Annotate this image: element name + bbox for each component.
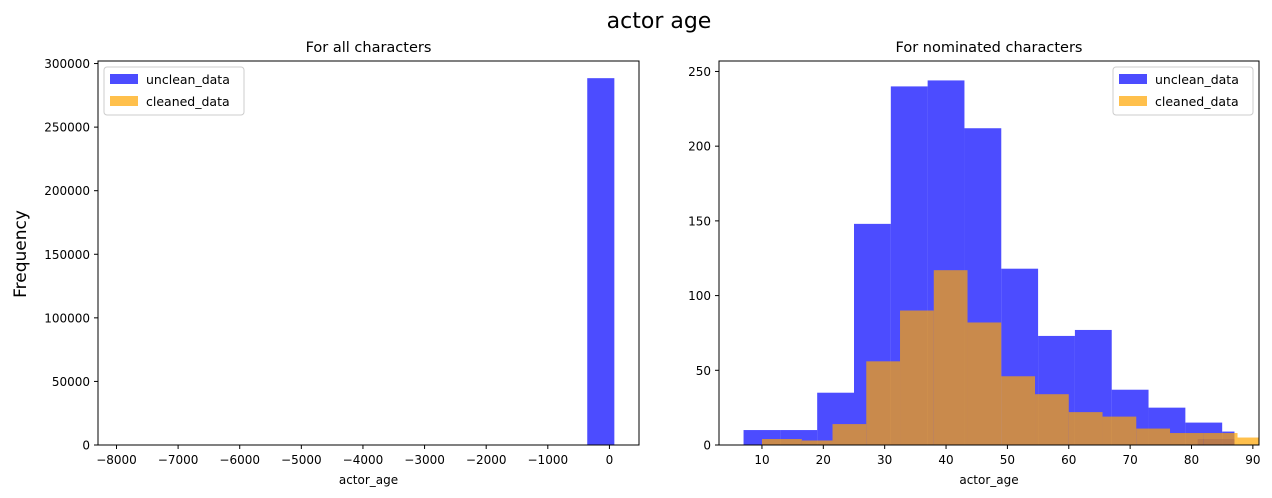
histogram-bar-cleaned-3 bbox=[866, 361, 901, 445]
histogram-bar-unclean-0 bbox=[587, 78, 615, 446]
x-tick-label: −8000 bbox=[96, 453, 137, 467]
legend-swatch-unclean bbox=[1119, 74, 1147, 84]
subplot-nominated-characters: 10 20 30 40 50 60 70 80 90 0 50 100 150 200 250 For nom… bbox=[688, 40, 1260, 487]
subplot-all-characters: −8000 −7000 −6000 −5000 −4000 −3000 −2000 −1000… bbox=[44, 40, 640, 487]
x-tick-label: −6000 bbox=[219, 453, 260, 467]
y-tick-label: 150000 bbox=[44, 248, 90, 262]
y-tick-label: 200 bbox=[688, 140, 711, 154]
subplot-title: For nominated characters bbox=[896, 40, 1083, 56]
histogram-bar-cleaned-8 bbox=[1035, 394, 1069, 445]
y-tick-label: 100000 bbox=[44, 311, 90, 325]
histogram-bar-cleaned-11 bbox=[1136, 428, 1171, 445]
legend-swatch-cleaned bbox=[110, 96, 138, 106]
histogram-bar-cleaned-14 bbox=[1237, 437, 1259, 445]
histogram-bar-cleaned-12 bbox=[1170, 433, 1204, 445]
y-tick-label: 0 bbox=[703, 439, 711, 453]
x-tick-label: 60 bbox=[1061, 453, 1076, 467]
x-tick-label: −3000 bbox=[404, 453, 445, 467]
x-axis-label: actor_age bbox=[959, 473, 1018, 487]
histogram-bar-cleaned-4 bbox=[900, 310, 934, 445]
y-tick-label: 50000 bbox=[52, 375, 90, 389]
x-tick-label: 0 bbox=[606, 453, 614, 467]
axes-frame bbox=[97, 60, 640, 446]
x-tick-label: 20 bbox=[816, 453, 831, 467]
x-tick-label: −1000 bbox=[528, 453, 569, 467]
y-tick-label: 0 bbox=[82, 439, 90, 453]
x-tick-label: 40 bbox=[938, 453, 953, 467]
legend-box bbox=[103, 66, 245, 116]
legend-box bbox=[1112, 66, 1254, 116]
x-tick-label: −2000 bbox=[466, 453, 507, 467]
legend-label-unclean: unclean_data bbox=[146, 72, 230, 87]
x-tick-label: 70 bbox=[1122, 453, 1137, 467]
x-tick-label: 50 bbox=[1000, 453, 1015, 467]
legend-label-cleaned: cleaned_data bbox=[1155, 94, 1239, 109]
histogram-bar-cleaned-7 bbox=[1001, 376, 1036, 445]
legend-swatch-unclean bbox=[110, 74, 138, 84]
x-tick-label: 30 bbox=[877, 453, 892, 467]
histogram-bar-cleaned-13 bbox=[1203, 433, 1238, 445]
subplot-title: For all characters bbox=[306, 40, 432, 56]
figure-title: actor age bbox=[607, 9, 712, 34]
legend: unclean_data cleaned_data bbox=[1112, 66, 1254, 116]
histogram-bar-cleaned-10 bbox=[1102, 416, 1137, 445]
y-tick-label: 200000 bbox=[44, 184, 90, 198]
legend-label-cleaned: cleaned_data bbox=[146, 94, 230, 109]
histogram-bar-cleaned-9 bbox=[1068, 412, 1103, 445]
x-tick-label: −7000 bbox=[158, 453, 199, 467]
x-tick-label: 80 bbox=[1184, 453, 1199, 467]
x-axis-label: actor_age bbox=[339, 473, 398, 487]
histogram-bar-cleaned-1 bbox=[801, 440, 833, 445]
y-tick-label: 50 bbox=[696, 364, 711, 378]
y-tick-label: 250 bbox=[688, 65, 711, 79]
x-tick-label: 10 bbox=[754, 453, 769, 467]
legend-swatch-cleaned bbox=[1119, 96, 1147, 106]
figure-ylabel: Frequency bbox=[11, 210, 31, 298]
y-tick-label: 100 bbox=[688, 289, 711, 303]
x-tick-label: −5000 bbox=[281, 453, 322, 467]
x-tick-label: 90 bbox=[1245, 453, 1260, 467]
y-tick-label: 150 bbox=[688, 214, 711, 228]
histogram-bar-cleaned-0 bbox=[761, 439, 802, 445]
histogram-bar-cleaned-5 bbox=[933, 270, 968, 445]
histogram-bar-cleaned-6 bbox=[967, 322, 1002, 445]
x-tick-label: −4000 bbox=[343, 453, 384, 467]
legend: unclean_data cleaned_data bbox=[103, 66, 245, 116]
legend-label-unclean: unclean_data bbox=[1155, 72, 1239, 87]
y-tick-label: 250000 bbox=[44, 121, 90, 135]
axes-frame bbox=[718, 60, 1260, 446]
histogram-bar-cleaned-2 bbox=[832, 424, 867, 445]
y-tick-label: 300000 bbox=[44, 57, 90, 71]
